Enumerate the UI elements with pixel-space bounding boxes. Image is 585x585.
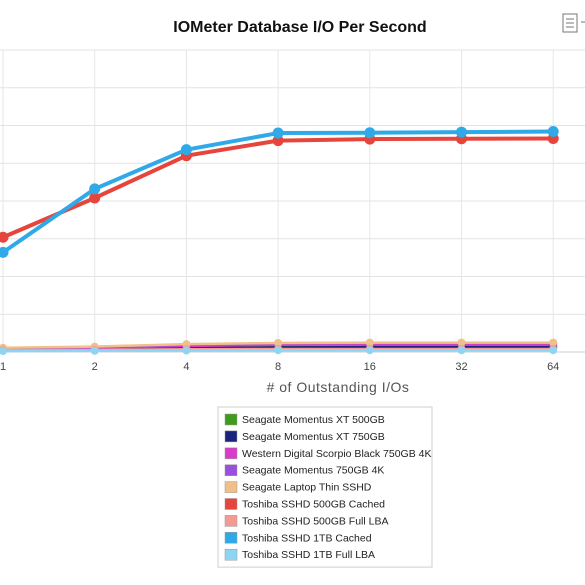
data-point [89,183,101,195]
data-point [549,338,558,347]
legend-swatch [224,413,238,426]
legend-label: Toshiba SSHD 1TB Cached [242,532,372,544]
data-point [90,346,99,355]
data-point [272,127,284,139]
data-point [0,231,9,243]
data-point [182,346,191,355]
x-tick-label: 32 [455,361,467,373]
legend-label: Seagate Momentus XT 750GB [242,431,385,443]
chart-title: IOMeter Database I/O Per Second [173,19,426,36]
data-point [274,338,283,347]
data-point [0,246,9,258]
x-tick-label: 16 [364,361,376,373]
data-point [457,338,466,347]
legend-swatch [224,447,238,460]
legend-swatch [224,532,238,544]
x-tick-label: 8 [275,361,281,373]
legend-swatch [224,515,238,527]
data-point [547,126,559,138]
legend-label: Toshiba SSHD 1TB Full LBA [242,549,375,561]
legend-label: Western Digital Scorpio Black 750GB 4K [242,448,431,460]
data-point [549,346,558,355]
data-point [180,144,192,156]
data-point [274,346,283,355]
legend-box [217,406,433,568]
plot-area: 1 2 4 8 16 32 64 [0,49,585,373]
x-tick-label: 1 [0,361,6,373]
data-point [456,126,467,138]
legend: Seagate Momentus XT 500GB Seagate Momentu… [217,406,433,568]
legend-label: Seagate Laptop Thin SSHD [242,482,372,494]
x-tick-label: 2 [92,361,98,373]
legend-swatch [224,481,238,493]
data-point [365,346,374,355]
data-point [0,347,7,356]
x-tick-label: 4 [183,361,189,373]
x-axis-label: # of Outstanding I/Os [267,379,410,395]
legend-swatch [224,430,238,443]
data-point [364,127,376,139]
legend-swatch [224,548,238,561]
data-point [89,192,101,204]
legend-label: Seagate Momentus XT 500GB [242,414,385,426]
legend-swatch [224,498,238,510]
legend-swatch [224,464,238,476]
data-point [457,346,466,355]
legend-label: Toshiba SSHD 500GB Cached [242,499,385,511]
legend-label: Toshiba SSHD 500GB Full LBA [242,515,389,527]
data-point [365,338,374,347]
data-point [272,135,284,147]
x-tick-label: 64 [547,361,559,373]
legend-label: Seagate Momentus 750GB 4K [242,465,384,477]
export-icon[interactable] [562,13,585,33]
